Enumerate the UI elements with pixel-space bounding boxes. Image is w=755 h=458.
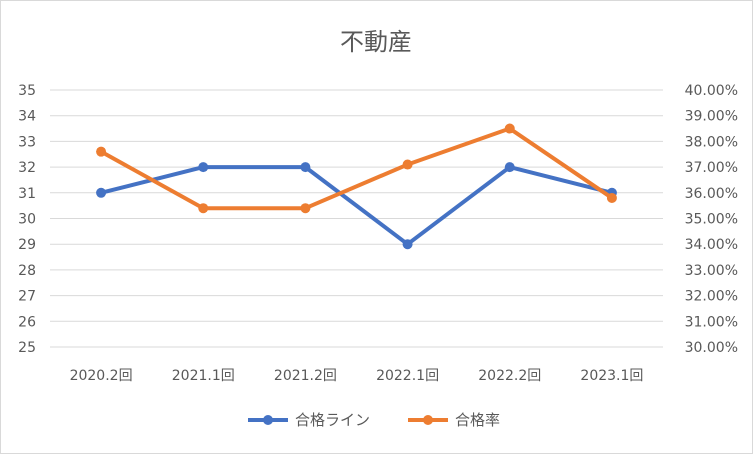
x-axis-tick-label: 2021.1回 [172,368,235,384]
x-axis-ticks: 2020.2回 2021.1回 2021.2回 2022.1回 2022.2回 2023.… [70,368,644,384]
chart-title: 不動産 [340,28,412,56]
legend: 合格ライン 合格率 [248,411,500,429]
gridlines [50,89,663,348]
data-point [402,159,413,170]
legend-item-2: 合格率 [408,411,500,429]
data-point [504,162,515,173]
left-axis-tick-label: 29 [18,237,36,253]
right-axis-tick-label: 33.00% [685,263,738,279]
right-axis-tick-label: 31.00% [685,314,738,330]
right-axis-tick-label: 38.00% [685,134,738,150]
legend-label: 合格率 [455,411,500,429]
data-point [402,239,413,250]
series-1 [96,162,617,250]
x-axis-tick-label: 2020.2回 [70,368,133,384]
series-line [99,126,614,211]
right-axis-tick-label: 39.00% [685,109,738,125]
data-point [96,187,107,198]
data-point [606,192,617,203]
right-axis-tick-label: 37.00% [685,160,738,176]
x-axis-tick-label: 2022.2回 [478,368,541,384]
left-axis-tick-label: 34 [18,109,36,125]
left-axis-tick-label: 32 [18,160,36,176]
legend-label: 合格ライン [295,411,370,429]
left-axis-tick-label: 26 [18,314,36,330]
left-axis-tick-label: 30 [18,212,36,228]
data-point [300,203,311,214]
right-axis-tick-label: 30.00% [685,340,738,356]
x-axis-tick-label: 2022.1回 [376,368,439,384]
data-point [300,162,311,173]
right-axis-tick-label: 36.00% [685,186,738,202]
left-axis-tick-label: 28 [18,263,36,279]
legend-swatch-marker [423,415,433,425]
left-axis-tick-label: 35 [18,83,36,99]
series-line [99,165,614,247]
left-axis-ticks: 25 26 27 28 29 30 31 32 33 34 35 [18,83,36,356]
data-point [504,123,515,134]
data-point [198,203,209,214]
left-axis-tick-label: 31 [18,186,36,202]
x-axis-tick-label: 2023.1回 [580,368,643,384]
right-axis-tick-label: 34.00% [685,237,738,253]
left-axis-tick-label: 33 [18,134,36,150]
data-point [96,146,107,157]
left-axis-tick-label: 25 [18,340,36,356]
left-axis-tick-label: 27 [18,289,36,305]
right-axis-tick-label: 32.00% [685,289,738,305]
x-axis-tick-label: 2021.2回 [274,368,337,384]
data-point [198,162,209,173]
series-2 [96,123,617,214]
legend-item-1: 合格ライン [248,411,370,429]
right-axis-tick-label: 40.00% [685,83,738,99]
right-axis-tick-label: 35.00% [685,212,738,228]
legend-swatch-marker [263,415,273,425]
series-group [96,123,617,250]
right-axis-ticks: 30.00% 31.00% 32.00% 33.00% 34.00% 35.00% 36.0… [685,83,738,356]
